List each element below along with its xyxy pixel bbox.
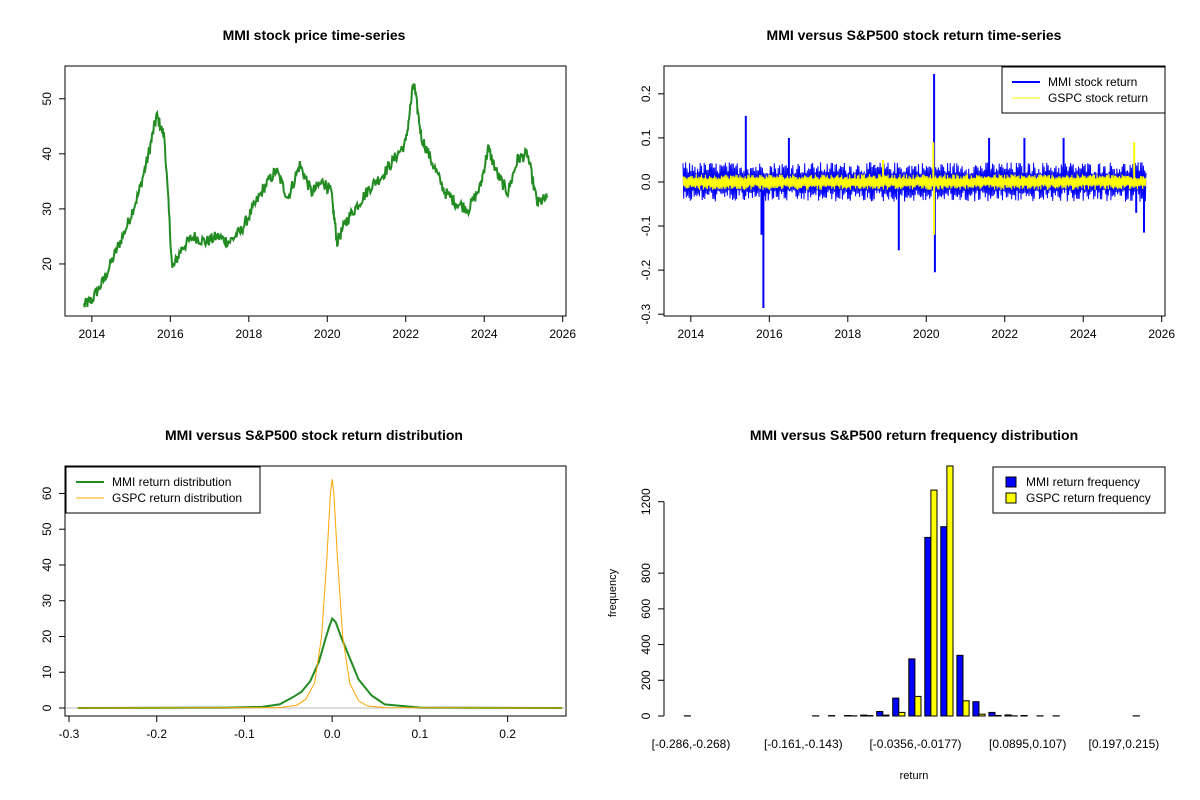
density-y-tick-label: 60	[40, 486, 54, 500]
legend-swatch-mmi-frequency	[1005, 476, 1017, 488]
density-y-tick-label: 50	[40, 522, 54, 536]
legend-box	[1001, 66, 1166, 114]
frequency-bar	[962, 700, 970, 717]
density-y-tick-label: 30	[40, 594, 54, 608]
return-frequency-legend: MMI return frequency GSPC return frequen…	[992, 466, 1166, 514]
frequency-bar	[946, 465, 954, 717]
density-x-tick-label: 0.2	[499, 727, 516, 741]
frequency-y-tick-label: 1200	[639, 488, 653, 515]
frequency-bar	[924, 536, 932, 717]
frequency-category-label: [-0.161,-0.143)	[764, 737, 843, 751]
legend-box	[65, 466, 261, 514]
return-ts-x-tick-label: 2022	[991, 327, 1018, 341]
return-ts-x-tick-label: 2020	[913, 327, 940, 341]
return-ts-y-tick-label: -0.1	[639, 215, 653, 236]
price-x-tick-label: 2018	[235, 327, 262, 341]
density-series-1	[77, 479, 563, 709]
legend-label-gspc-distribution: GSPC return distribution	[112, 491, 242, 505]
density-y-tick-label: 10	[40, 665, 54, 679]
frequency-bar	[1020, 715, 1028, 717]
frequency-y-tick-label: 600	[639, 599, 653, 619]
frequency-bar	[898, 711, 906, 717]
price-x-tick-label: 2016	[157, 327, 184, 341]
frequency-bar	[908, 658, 916, 717]
return-frequency-title: MMI versus S&P500 return frequency distr…	[750, 427, 1078, 443]
frequency-bar	[930, 489, 938, 717]
frequency-bar	[844, 715, 852, 717]
legend-box	[992, 466, 1166, 514]
density-x-tick-label: -0.2	[146, 727, 167, 741]
frequency-category-label: [-0.286,-0.268)	[652, 737, 731, 751]
price-x-tick-label: 2024	[471, 327, 498, 341]
frequency-bar	[988, 711, 996, 717]
frequency-bar	[978, 713, 986, 717]
density-x-tick-label: -0.3	[59, 727, 80, 741]
density-y-tick-label: 0	[40, 704, 54, 711]
density-x-tick-label: 0.1	[412, 727, 429, 741]
legend-label-gspc-return: GSPC stock return	[1048, 91, 1148, 105]
return-ts-y-tick-label: 0.2	[639, 85, 653, 102]
frequency-bar	[940, 526, 948, 717]
price-y-tick-label: 30	[40, 202, 54, 216]
frequency-bar	[876, 711, 884, 717]
price-y-tick-label: 20	[40, 257, 54, 271]
return-series-1	[682, 173, 1147, 190]
frequency-bar	[882, 714, 890, 717]
price-y-tick-label: 40	[40, 147, 54, 161]
price-chart: MMI stock price time-series 2014 2016 2018…	[40, 27, 576, 341]
density-y-tick-label: 20	[40, 629, 54, 643]
return-frequency-chart: MMI versus S&P500 return frequency distr…	[607, 427, 1166, 782]
frequency-bar	[972, 701, 980, 717]
frequency-category-label: [-0.0356,-0.0177)	[869, 737, 961, 751]
frequency-y-tick-label: 800	[639, 563, 653, 583]
frequency-bar	[956, 654, 964, 717]
return-ts-y-tick-label: 0.0	[639, 173, 653, 190]
frequency-bar	[914, 695, 922, 717]
return-distribution-chart: MMI versus S&P500 stock return distribut…	[40, 427, 567, 741]
price-series-line	[83, 83, 548, 308]
frequency-bar	[1004, 714, 1012, 717]
return-distribution-legend: MMI return distribution GSPC return dist…	[65, 466, 261, 514]
price-x-tick-label: 2020	[314, 327, 341, 341]
legend-label-mmi-return: MMI stock return	[1048, 75, 1137, 89]
legend-label-mmi-distribution: MMI return distribution	[112, 475, 231, 489]
frequency-bar	[994, 715, 1002, 717]
frequency-y-tick-label: 200	[639, 670, 653, 690]
density-x-tick-label: 0.0	[324, 727, 341, 741]
frequency-bar	[860, 714, 868, 717]
frequency-category-label: [0.197,0.215)	[1089, 737, 1160, 751]
return-ts-x-tick-label: 2018	[834, 327, 861, 341]
return-ts-x-tick-label: 2026	[1148, 327, 1175, 341]
price-y-tick-label: 50	[40, 92, 54, 106]
density-y-tick-label: 40	[40, 558, 54, 572]
density-x-tick-label: -0.1	[234, 727, 255, 741]
return-ts-x-tick-label: 2016	[756, 327, 783, 341]
price-chart-title: MMI stock price time-series	[223, 27, 406, 43]
return-distribution-title: MMI versus S&P500 stock return distribut…	[165, 427, 463, 443]
return-ts-y-tick-label: -0.2	[639, 259, 653, 280]
return-timeseries-title: MMI versus S&P500 stock return time-seri…	[767, 27, 1062, 43]
frequency-y-tick-label: 400	[639, 634, 653, 654]
return-ts-y-tick-label: -0.3	[639, 304, 653, 325]
return-timeseries-chart: MMI versus S&P500 stock return time-seri…	[639, 27, 1175, 341]
return-ts-x-tick-label: 2024	[1070, 327, 1097, 341]
frequency-category-label: [0.0895,0.107)	[989, 737, 1066, 751]
price-x-tick-label: 2026	[549, 327, 576, 341]
legend-label-gspc-frequency: GSPC return frequency	[1026, 491, 1151, 505]
return-ts-x-tick-label: 2014	[677, 327, 704, 341]
density-series-0	[77, 616, 563, 709]
price-x-tick-label: 2014	[78, 327, 105, 341]
return-frequency-ylabel: frequency	[607, 568, 619, 617]
return-frequency-xlabel: return	[900, 770, 929, 782]
price-x-tick-label: 2022	[392, 327, 419, 341]
legend-swatch-gspc-frequency	[1005, 492, 1017, 504]
frequency-y-tick-label: 0	[639, 712, 653, 719]
frequency-bar	[892, 697, 900, 717]
return-ts-y-tick-label: 0.1	[639, 129, 653, 146]
return-timeseries-legend: MMI stock return GSPC stock return	[1001, 66, 1166, 114]
legend-label-mmi-frequency: MMI return frequency	[1026, 475, 1140, 489]
